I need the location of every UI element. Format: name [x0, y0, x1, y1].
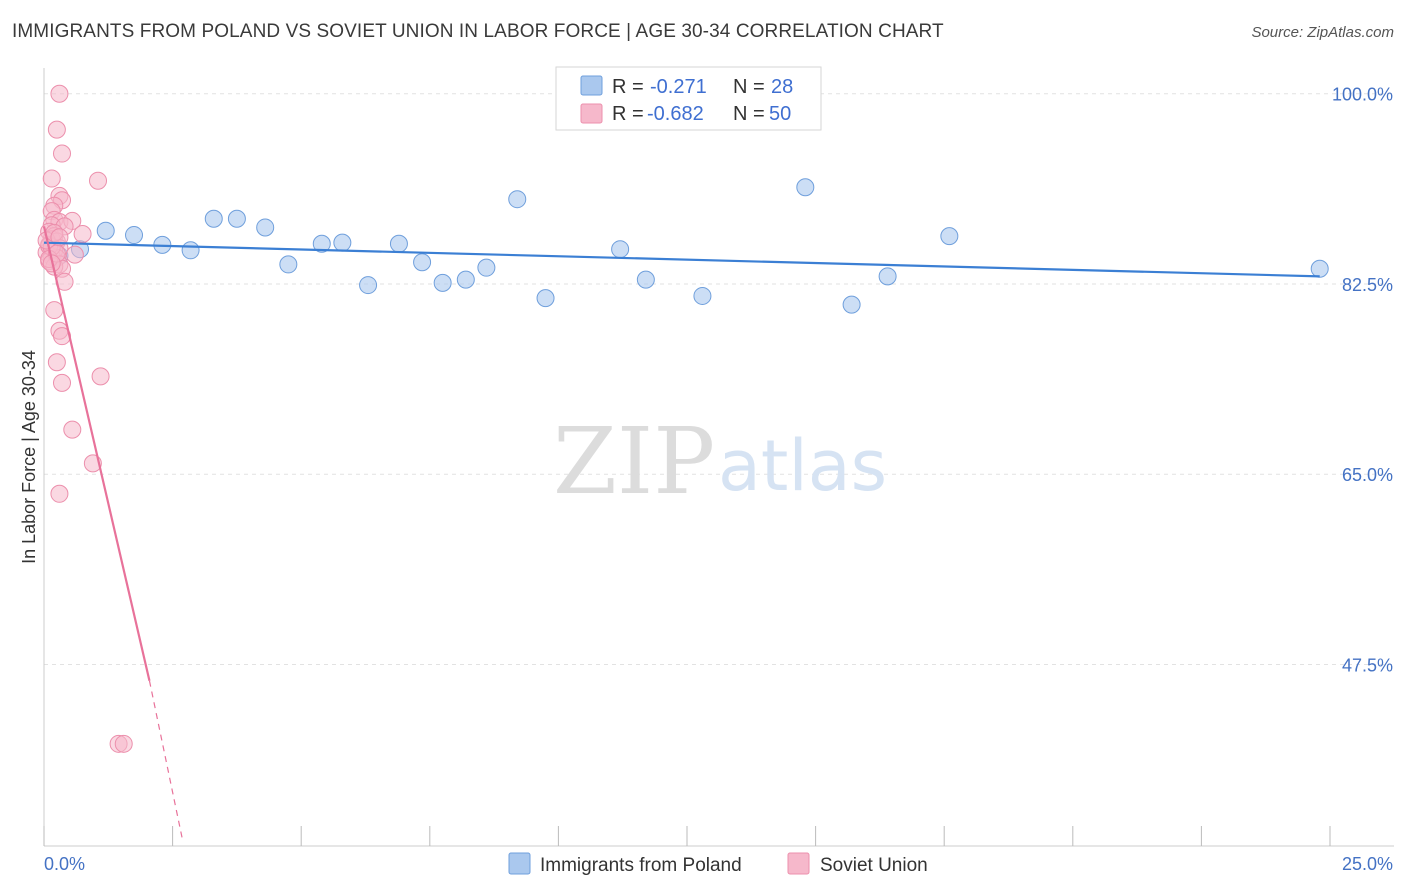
bottom-legend-swatch-pink [787, 852, 810, 875]
poland-point [279, 255, 298, 274]
y-tick-label: 65.0% [1342, 465, 1393, 485]
soviet-union-point [114, 734, 133, 753]
soviet-union-point [50, 228, 69, 247]
soviet-union-point [73, 224, 92, 243]
poland-point [636, 270, 655, 289]
bottom-legend: Immigrants from Poland Soviet Union [508, 852, 928, 876]
soviet-union-point [63, 420, 82, 439]
soviet-union-point [50, 484, 69, 503]
poland-point [940, 227, 959, 246]
poland-point [796, 178, 815, 197]
y-tick-label: 47.5% [1342, 655, 1393, 675]
poland-point [693, 286, 712, 305]
poland-point [477, 258, 496, 277]
poland-point [842, 295, 861, 314]
soviet-union-trend-extension [148, 680, 184, 842]
watermark-zip: ZIP [553, 408, 715, 515]
y-tick-label: 100.0% [1332, 85, 1393, 105]
poland-point [96, 221, 115, 240]
poland-point [1310, 259, 1329, 278]
poland-point [181, 241, 200, 260]
poland-point [508, 190, 527, 209]
stats-legend-n-label-blue: N = [733, 76, 765, 98]
y-tick-label: 82.5% [1342, 275, 1393, 295]
x-tick-label: 0.0% [44, 854, 85, 874]
poland-point [456, 270, 475, 289]
watermark-atlas: atlas [718, 425, 887, 507]
chart-title: IMMIGRANTS FROM POLAND VS SOVIET UNION I… [12, 21, 944, 42]
poland-point [413, 253, 432, 272]
soviet-union-point [65, 245, 84, 264]
poland-point [536, 289, 555, 308]
soviet-union-point [53, 144, 72, 163]
soviet-union-point [50, 84, 69, 103]
soviet-union-point [45, 301, 64, 320]
soviet-union-trend-line [42, 226, 151, 682]
poland-point [312, 234, 331, 253]
grid-layer [44, 93, 1394, 665]
stats-legend-r-value-blue: -0.271 [650, 76, 707, 98]
poland-point [333, 233, 352, 252]
points-layer [37, 84, 1329, 842]
bottom-legend-label-pink: Soviet Union [820, 855, 928, 876]
watermark: ZIP atlas [553, 408, 887, 515]
tick-labels-layer: 100.0% 82.5% 65.0% 47.5% 0.0% 25.0% [44, 85, 1393, 874]
stats-legend-r-label-blue: R = [612, 76, 644, 98]
soviet-union-point [91, 367, 110, 386]
stats-legend-r-value-pink: -0.682 [647, 103, 704, 125]
poland-point [204, 209, 223, 228]
stats-legend-swatch-blue [580, 75, 603, 96]
soviet-union-point [47, 120, 66, 139]
stats-legend-swatch-pink [580, 103, 603, 124]
poland-point [878, 267, 897, 286]
x-tick-label: 25.0% [1342, 854, 1393, 874]
bottom-legend-label-blue: Immigrants from Poland [540, 855, 742, 876]
bottom-legend-swatch-blue [508, 852, 531, 875]
stats-legend-r-label-pink: R = [612, 103, 644, 125]
poland-point [125, 226, 144, 245]
poland-point [433, 273, 452, 292]
soviet-union-point [42, 169, 61, 188]
stats-legend-n-label-pink: N = [733, 103, 765, 125]
poland-point [359, 276, 378, 295]
poland-trend-line [43, 241, 1320, 278]
poland-point [389, 234, 408, 253]
poland-point [256, 218, 275, 237]
stats-legend: R = -0.271 N = 28 R = -0.682 N = 50 [555, 66, 822, 131]
poland-point [611, 240, 630, 259]
soviet-union-point [53, 373, 72, 392]
y-axis-title: In Labor Force | Age 30-34 [19, 350, 39, 564]
axes-layer [43, 68, 1394, 847]
poland-point [227, 209, 246, 228]
chart-source: Source: ZipAtlas.com [1251, 24, 1394, 41]
soviet-union-point [89, 171, 108, 190]
stats-legend-n-value-blue: 28 [771, 76, 793, 98]
soviet-union-point [47, 353, 66, 372]
stats-legend-n-value-pink: 50 [769, 103, 791, 125]
